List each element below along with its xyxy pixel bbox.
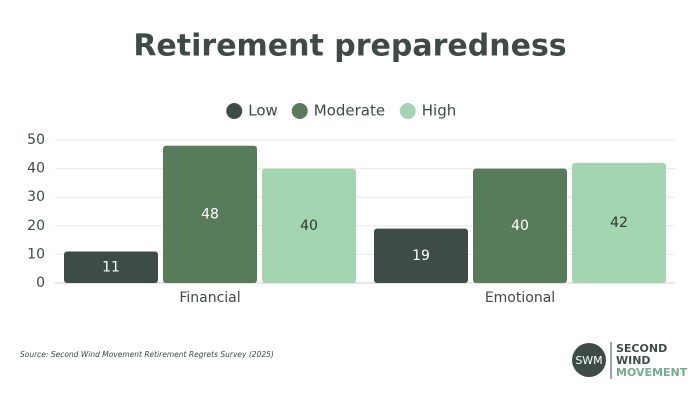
bar: [572, 162, 666, 283]
logo-text: MOVEMENT: [616, 366, 688, 379]
legend-marker: [291, 103, 308, 119]
logo-circle: [572, 343, 606, 377]
source-note: Source: Second Wind Movement Retirement …: [20, 350, 274, 359]
bar: [262, 168, 356, 283]
value-label: 48: [201, 206, 219, 222]
y-tick-label: 20: [27, 218, 45, 234]
y-tick-label: 50: [27, 132, 45, 148]
value-label: 11: [102, 259, 120, 275]
chart-title: Retirement preparedness: [133, 29, 566, 64]
y-tick-label: 0: [36, 275, 45, 291]
logo: SWM SECOND WIND MOVEMENT: [572, 342, 688, 379]
y-tick-label: 10: [27, 246, 45, 262]
legend-label: Moderate: [314, 102, 385, 120]
y-tick-label: 40: [27, 161, 45, 177]
value-label: 40: [300, 218, 318, 234]
logo-text: SECOND: [616, 342, 667, 355]
legend-label: Low: [248, 102, 278, 120]
y-tick-label: 30: [27, 189, 45, 205]
logo-text: WIND: [616, 354, 651, 367]
bar: [64, 251, 158, 283]
legend-label: High: [422, 102, 456, 120]
value-label: 19: [412, 248, 430, 264]
x-tick-label: Emotional: [485, 290, 555, 306]
bar: [163, 145, 257, 283]
x-tick-label: Financial: [179, 290, 240, 306]
logo-mark: SWM: [575, 354, 602, 367]
value-label: 42: [610, 215, 628, 231]
legend-marker: [399, 103, 416, 119]
bar: [374, 228, 468, 283]
value-label: 40: [511, 218, 529, 234]
legend-marker: [226, 103, 243, 119]
bar: [473, 168, 567, 283]
